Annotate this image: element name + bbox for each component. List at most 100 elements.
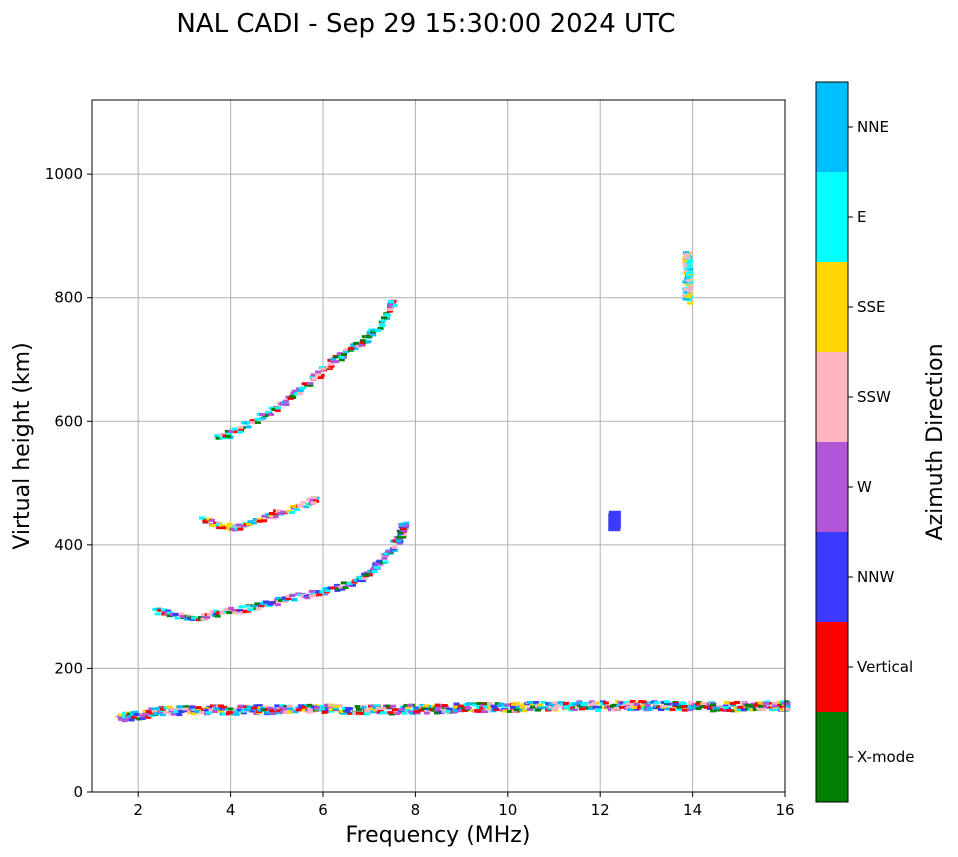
echo-mark [300,500,307,504]
echo-mark [236,708,243,712]
echo-mark [326,705,333,709]
echo-mark [736,708,743,712]
echo-mark [576,701,583,705]
echo-mark [179,615,186,619]
echo-mark [341,353,348,357]
echo-mark [309,498,316,502]
echo-mark [296,391,303,395]
echo-mark [275,596,282,600]
echo-mark [760,707,767,711]
echo-mark [752,707,759,711]
echo-mark [486,707,493,711]
echo-mark [182,705,189,709]
echo-mark [311,377,318,381]
echo-mark [533,701,540,705]
echo-mark [513,701,520,705]
echo-mark [453,705,460,709]
echo-mark [744,703,751,707]
echo-mark [244,604,251,608]
echo-mark [172,612,179,616]
y-tick-label: 800 [54,289,83,307]
echo-mark [687,285,694,289]
echo-mark [277,511,284,515]
echo-mark [344,709,351,713]
echo-mark [556,703,563,707]
echo-mark [328,707,335,711]
echo-mark [330,586,337,590]
echo-mark [475,709,482,713]
echo-mark [711,705,718,709]
echo-mark [189,705,196,709]
echo-mark [244,708,251,712]
echo-mark [217,704,224,708]
echo-mark [684,256,691,260]
colorbar-segment-x-mode [816,712,848,802]
echo-mark [333,360,340,364]
echo-mark [683,266,690,270]
echo-mark [405,706,412,710]
echo-mark [396,535,403,539]
echo-mark [268,514,275,518]
echo-mark [689,706,696,710]
echo-mark [251,604,258,608]
echo-mark [265,410,272,414]
echo-mark [287,710,294,714]
x-tick-label: 8 [411,801,421,819]
echo-mark [404,708,411,712]
echo-mark [370,330,377,334]
echo-mark [277,598,284,602]
echo-mark [758,704,765,708]
echo-mark [246,705,253,709]
echo-mark [321,710,328,714]
echo-mark [308,589,315,593]
echo-mark [274,408,281,412]
echo-mark [687,301,694,305]
echo-mark [504,703,511,707]
echo-mark [688,703,695,707]
echo-mark [624,702,631,706]
echo-mark [359,579,366,583]
echo-mark [695,702,702,706]
echo-mark [318,373,325,377]
echo-mark [256,517,263,521]
echo-mark [366,331,373,335]
echo-mark [132,710,139,714]
echo-mark [215,523,222,527]
echo-mark [274,704,281,708]
echo-mark [380,319,387,323]
echo-mark [386,303,393,307]
echo-mark [376,706,383,710]
x-tick-label: 14 [683,801,702,819]
colorbar-segment-w [816,442,848,532]
echo-mark [361,576,368,580]
echo-mark [680,704,687,708]
echo-mark [487,702,494,706]
echo-mark [252,517,259,521]
echo-mark [595,708,602,712]
echo-mark [124,714,131,718]
echo-mark [363,573,370,577]
plot-frame [91,99,786,793]
echo-mark [340,711,347,715]
echo-mark [687,259,694,263]
echo-mark [401,533,408,537]
echo-mark [644,703,651,707]
echo-mark [527,707,534,711]
colorbar-label-nnw: NNW [857,568,894,586]
echo-mark [301,382,308,386]
echo-mark [247,608,254,612]
echo-mark [208,518,215,522]
echo-mark [126,712,133,716]
x-tick-label: 10 [498,801,517,819]
echo-mark [300,594,307,598]
echo-mark [291,389,298,393]
echo-mark [148,714,155,718]
echo-mark [609,704,616,708]
echo-mark [304,596,311,600]
echo-mark [306,703,313,707]
echo-mark [640,704,647,708]
echo-mark [406,703,413,707]
echo-mark [289,394,296,398]
echo-mark [325,707,332,711]
